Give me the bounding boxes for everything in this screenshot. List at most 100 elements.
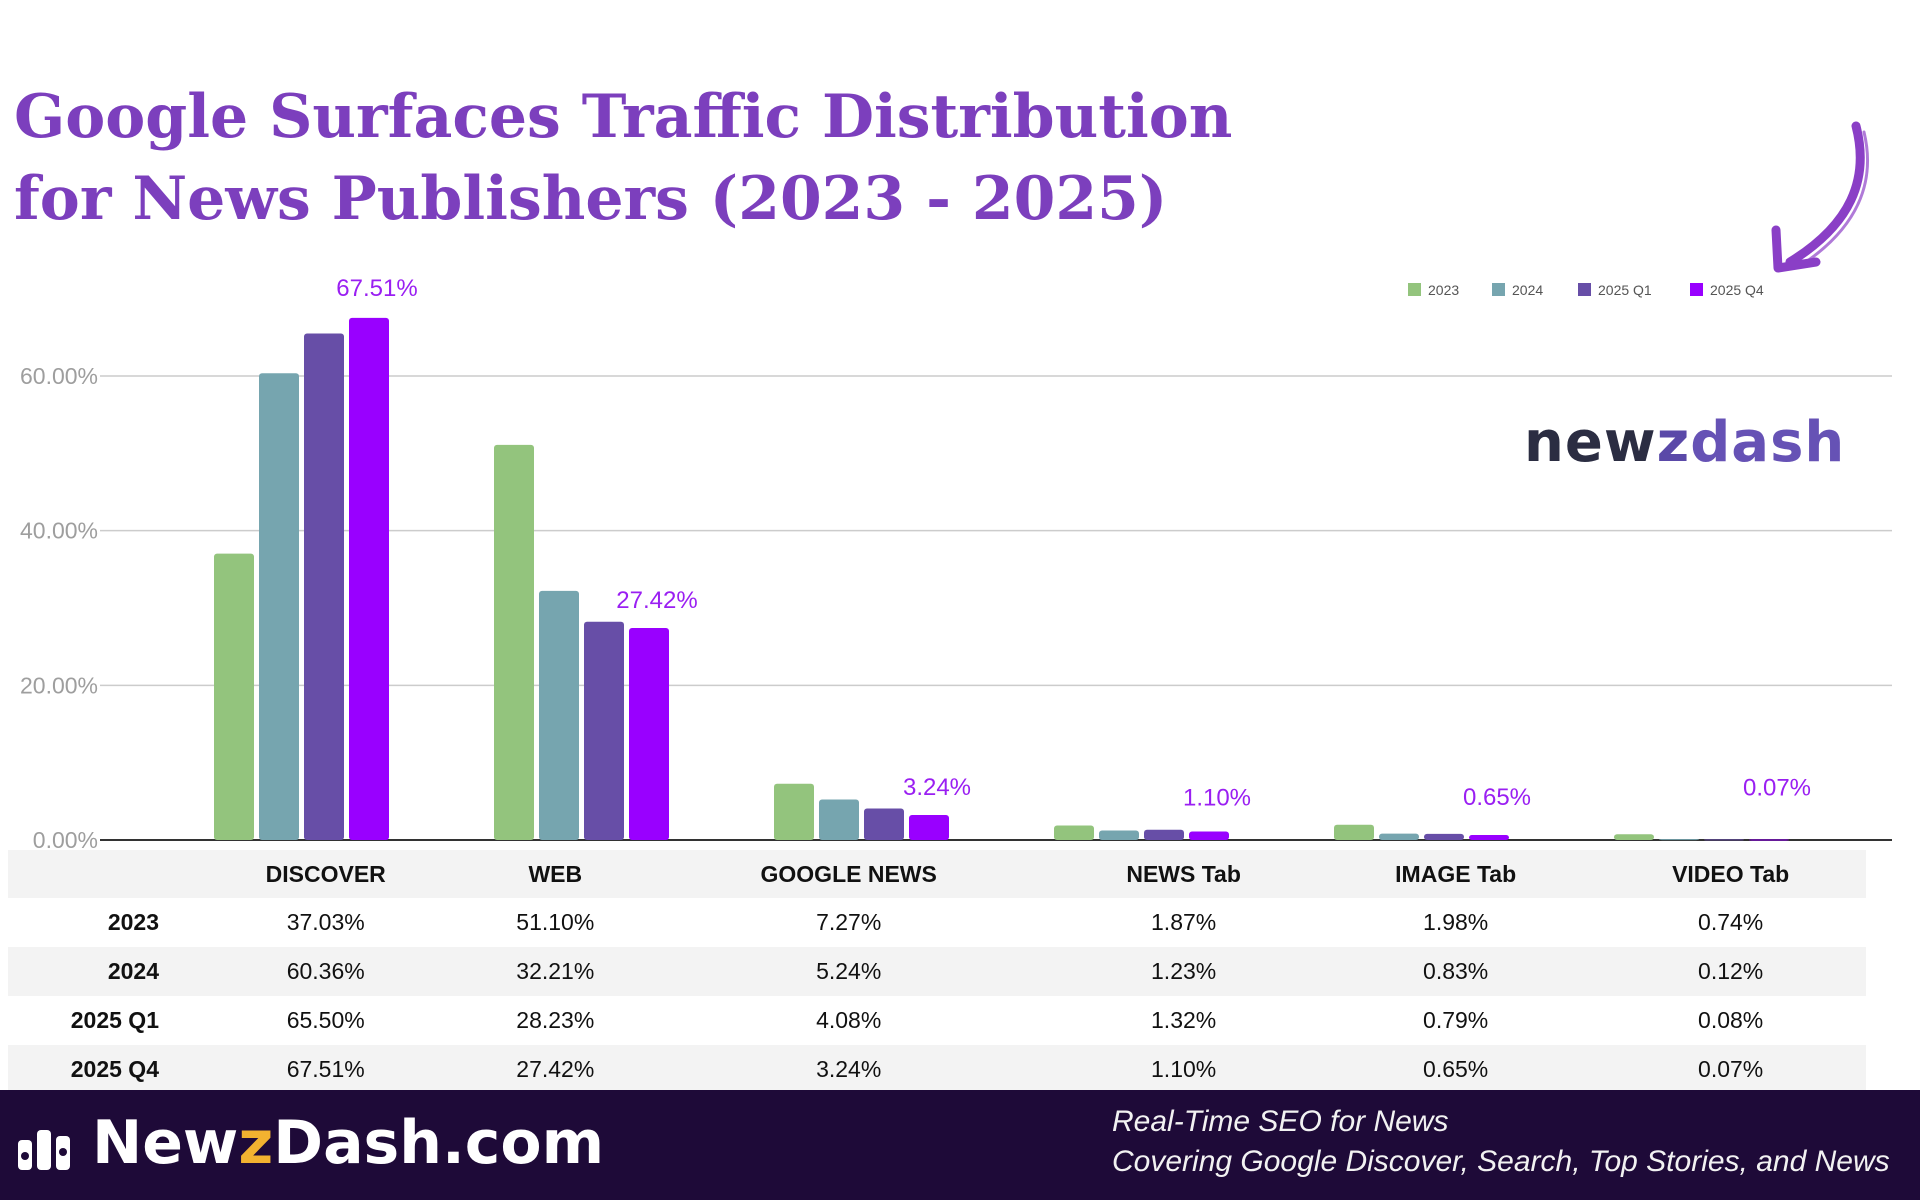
table-header-cell <box>8 850 187 898</box>
data-label: 0.07% <box>1743 774 1811 801</box>
legend-label: 2023 <box>1428 282 1459 298</box>
bar-chart: 0.00% 20.00% 40.00% 60.00% 67.51% 27.42% 3.24… <box>20 121 1892 850</box>
y-tick-label: 20.00% <box>20 672 98 698</box>
bar <box>494 444 534 840</box>
bar <box>1659 839 1699 841</box>
bar <box>1054 825 1094 840</box>
y-tick-label: 0.00% <box>33 827 98 850</box>
legend-swatch <box>1578 283 1591 296</box>
table-cell: 60.36% <box>187 947 465 996</box>
legend-label: 2024 <box>1512 282 1543 298</box>
table-row-header: 2023 <box>8 898 187 947</box>
table-row-header: 2025 Q1 <box>8 996 187 1045</box>
bar <box>1614 834 1654 840</box>
grid-layer: 0.00% 20.00% 40.00% 60.00% <box>20 363 1892 850</box>
data-table: DISCOVER WEB GOOGLE NEWS NEWS Tab IMAGE … <box>8 850 1866 1094</box>
logo-text-new: new <box>1524 410 1657 475</box>
legend-label: 2025 Q1 <box>1598 282 1652 298</box>
table-cell: 1.23% <box>1051 947 1317 996</box>
table-cell: 7.27% <box>646 898 1052 947</box>
table-cell: 1.87% <box>1051 898 1317 947</box>
table-cell: 0.74% <box>1595 898 1866 947</box>
footer-brand-z: z <box>238 1108 274 1178</box>
tagline-line-1: Real-Time SEO for News <box>1112 1105 1449 1138</box>
table-row-header: 2024 <box>8 947 187 996</box>
table-cell: 0.08% <box>1595 996 1866 1045</box>
bar <box>584 621 624 840</box>
table-cell: 0.83% <box>1316 947 1596 996</box>
table-cell: 65.50% <box>187 996 465 1045</box>
newzdash-logo: newzdash <box>1524 410 1845 475</box>
annotations-layer: 67.51% 27.42% 3.24% 1.10% 0.65% 0.07% <box>336 275 1811 812</box>
bar <box>1379 833 1419 840</box>
table-row: 2023 37.03% 51.10% 7.27% 1.87% 1.98% 0.7… <box>8 898 1866 947</box>
table-cell: 4.08% <box>646 996 1052 1045</box>
bar <box>1424 833 1464 840</box>
chart-title: Google Surfaces Traffic Distribution for… <box>14 76 1574 240</box>
legend-swatch <box>1690 283 1703 296</box>
table-header-cell: DISCOVER <box>187 850 465 898</box>
table-cell: 51.10% <box>464 898 647 947</box>
legend-swatch <box>1492 283 1505 296</box>
table-header-row: DISCOVER WEB GOOGLE NEWS NEWS Tab IMAGE … <box>8 850 1866 898</box>
bar <box>1704 839 1744 841</box>
table-cell: 0.07% <box>1595 1045 1866 1094</box>
bar <box>1469 834 1509 840</box>
bar <box>864 808 904 840</box>
table-cell: 32.21% <box>464 947 647 996</box>
table-header-cell: IMAGE Tab <box>1316 850 1596 898</box>
data-label: 3.24% <box>903 774 971 801</box>
table-cell: 3.24% <box>646 1045 1052 1094</box>
table-cell: 1.98% <box>1316 898 1596 947</box>
bar <box>629 627 669 840</box>
table-cell: 28.23% <box>464 996 647 1045</box>
table-cell: 27.42% <box>464 1045 647 1094</box>
bar <box>1144 829 1184 840</box>
footer-brand-dash: Dash <box>273 1108 442 1178</box>
footer-brand-text: NewzDash.com <box>92 1106 604 1180</box>
footer-tagline: Real-Time SEO for News Covering Google D… <box>1112 1102 1890 1182</box>
bar <box>1749 839 1789 841</box>
bar <box>349 317 389 840</box>
table-row: 2025 Q1 65.50% 28.23% 4.08% 1.32% 0.79% … <box>8 996 1866 1045</box>
logo-text-z: z <box>1656 410 1691 475</box>
legend: 2023 2024 2025 Q1 2025 Q4 <box>1408 282 1764 298</box>
data-label: 0.65% <box>1463 784 1531 811</box>
table-cell: 0.65% <box>1316 1045 1596 1094</box>
legend-label: 2025 Q4 <box>1710 282 1764 298</box>
table-cell: 67.51% <box>187 1045 465 1094</box>
arrow-icon <box>1771 121 1869 273</box>
table-row: 2024 60.36% 32.21% 5.24% 1.23% 0.83% 0.1… <box>8 947 1866 996</box>
tagline-line-2: Covering Google Discover, Search, Top St… <box>1112 1145 1890 1178</box>
y-tick-label: 40.00% <box>20 518 98 544</box>
table-header-cell: WEB <box>464 850 647 898</box>
bar <box>539 590 579 840</box>
bar <box>1334 824 1374 840</box>
footer-brand-com: .com <box>442 1108 605 1178</box>
table-cell: 0.79% <box>1316 996 1596 1045</box>
bar <box>1189 831 1229 840</box>
table-cell: 37.03% <box>187 898 465 947</box>
data-label: 1.10% <box>1183 784 1251 811</box>
table-cell: 5.24% <box>646 947 1052 996</box>
bar <box>819 799 859 840</box>
data-label: 27.42% <box>616 587 697 614</box>
table-header-cell: VIDEO Tab <box>1595 850 1866 898</box>
table-header-cell: GOOGLE NEWS <box>646 850 1052 898</box>
table-cell: 1.32% <box>1051 996 1317 1045</box>
bar <box>214 553 254 840</box>
chart-title-line-1: Google Surfaces Traffic Distribution <box>14 82 1233 152</box>
table-row-header: 2025 Q4 <box>8 1045 187 1094</box>
data-label: 67.51% <box>336 275 417 302</box>
logo-text-dash: dash <box>1690 410 1846 475</box>
footer-bar: NewzDash.com Real-Time SEO for News Cove… <box>0 1090 1920 1200</box>
table-row: 2025 Q4 67.51% 27.42% 3.24% 1.10% 0.65% … <box>8 1045 1866 1094</box>
y-tick-label: 60.00% <box>20 363 98 389</box>
table-cell: 1.10% <box>1051 1045 1317 1094</box>
bars-layer <box>214 317 1789 841</box>
table-cell: 0.12% <box>1595 947 1866 996</box>
newzdash-logo-icon <box>18 1130 70 1170</box>
chart-title-line-2: for News Publishers (2023 - 2025) <box>14 164 1168 234</box>
table-header-cell: NEWS Tab <box>1051 850 1317 898</box>
bar <box>259 373 299 840</box>
